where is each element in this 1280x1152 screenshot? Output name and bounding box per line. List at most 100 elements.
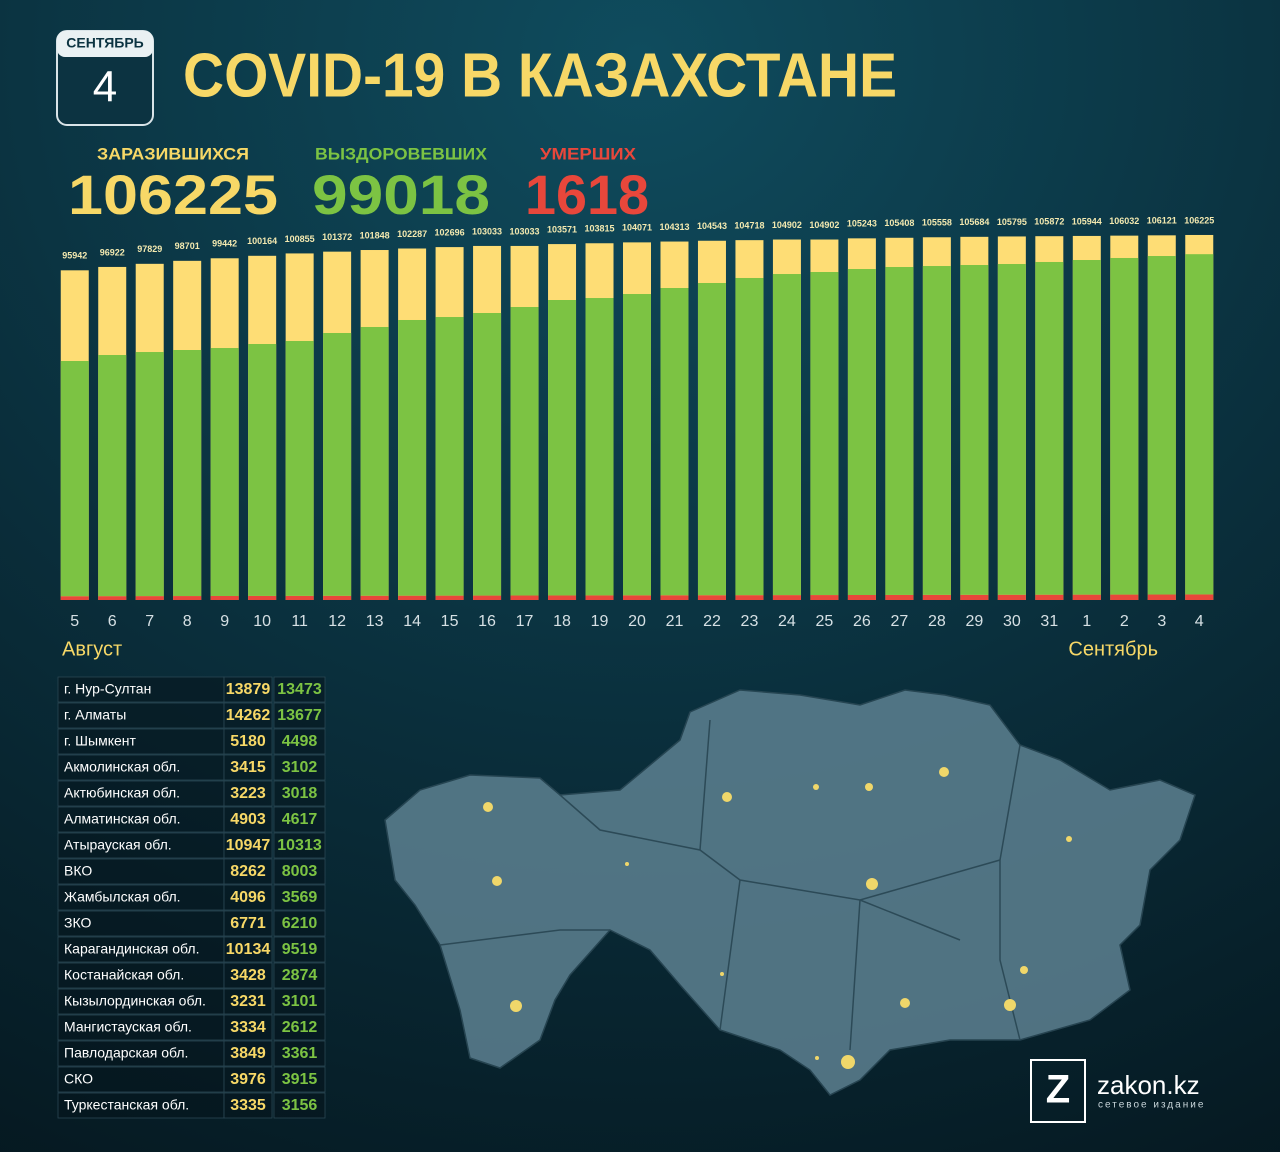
table-cell (57, 858, 225, 885)
bar-value-label: 103571 (547, 224, 577, 234)
bar-segment (435, 317, 464, 596)
table-cell (273, 806, 326, 833)
bar-segment (810, 271, 839, 596)
bar-segment (885, 267, 914, 595)
x-tick-label: 23 (741, 613, 759, 630)
bar-segment (435, 595, 464, 600)
bar-segment (847, 269, 876, 595)
bar-segment (173, 350, 202, 597)
bar-segment (997, 594, 1026, 600)
bar-value-label: 106225 (1184, 215, 1214, 225)
bar-segment (772, 274, 801, 596)
table-cell (223, 754, 273, 781)
bar-segment (997, 264, 1026, 595)
bar-segment (135, 352, 164, 597)
table-cell (57, 1092, 225, 1119)
city-dot (722, 792, 732, 802)
city-dot (1020, 966, 1028, 974)
bar-segment (585, 298, 614, 596)
bar-segment (847, 594, 876, 600)
bar-segment (1110, 257, 1139, 595)
table-cell (57, 780, 225, 807)
x-tick-label: 6 (108, 613, 117, 630)
table-cell (223, 832, 273, 859)
table-cell (273, 754, 326, 781)
city-dot (625, 862, 629, 866)
table-cell (273, 1040, 326, 1067)
bar-segment (735, 595, 764, 600)
bar-segment (98, 354, 127, 597)
bar-segment (135, 596, 164, 600)
x-tick-label: 3 (1157, 613, 1166, 630)
city-dot (900, 998, 910, 1008)
map-country (384, 689, 1196, 1096)
x-tick-label: 12 (328, 613, 346, 630)
city-dot (866, 878, 878, 890)
bar-value-label: 106121 (1147, 216, 1177, 226)
table-cell (273, 910, 326, 937)
table-number: 3415 (230, 759, 266, 776)
bar-segment (398, 319, 427, 596)
table-cell (223, 988, 273, 1015)
bar-value-label: 105684 (959, 217, 989, 227)
stat-value: 1618 (525, 163, 649, 226)
bar-value-label: 104902 (772, 220, 802, 230)
table-number: 13879 (226, 681, 271, 698)
table-cell (223, 936, 273, 963)
bar-value-label: 96922 (100, 247, 125, 257)
x-tick-label: 21 (666, 613, 684, 630)
table-cell (273, 702, 326, 729)
table-number: 3849 (230, 1045, 266, 1062)
bar-value-label: 103815 (584, 224, 614, 234)
table-cell (223, 728, 273, 755)
x-tick-label: 5 (70, 613, 79, 630)
bar-value-label: 104718 (734, 221, 764, 231)
table-number: 3101 (282, 993, 318, 1010)
bar-segment (922, 594, 951, 600)
table-region: ЗКО (64, 915, 91, 931)
x-tick-label: 31 (1040, 613, 1058, 630)
table-cell (57, 962, 225, 989)
table-region: Кызылординская обл. (64, 993, 206, 1009)
bar-value-label: 104313 (659, 222, 689, 232)
table-cell (273, 1014, 326, 1041)
table-cell (273, 988, 326, 1015)
bar-segment (1035, 261, 1064, 595)
table-cell (273, 962, 326, 989)
x-tick-label: 14 (403, 613, 421, 630)
city-dot (841, 1055, 855, 1069)
x-tick-label: 10 (253, 613, 271, 630)
table-number: 6210 (282, 915, 318, 932)
table-cell (223, 1092, 273, 1119)
city-dot (1066, 836, 1072, 842)
city-dot (510, 1000, 522, 1012)
table-number: 3976 (230, 1071, 266, 1088)
x-tick-label: 15 (441, 613, 459, 630)
table-region: Павлодарская обл. (64, 1045, 188, 1061)
bar-value-label: 104071 (622, 223, 652, 233)
city-dot (815, 1056, 819, 1060)
table-cell (223, 702, 273, 729)
table-number: 6771 (230, 915, 266, 932)
table-region: г. Шымкент (64, 733, 136, 749)
bar-segment (248, 344, 277, 596)
bar-segment (623, 595, 651, 600)
bar-value-label: 103033 (510, 226, 540, 236)
table-cell (57, 936, 225, 963)
table-number: 2612 (282, 1019, 318, 1036)
table-number: 10313 (277, 837, 322, 854)
table-cell (223, 780, 273, 807)
table-cell (273, 676, 326, 703)
x-tick-label: 20 (628, 613, 646, 630)
bar-segment (660, 595, 689, 600)
table-region: СКО (64, 1071, 93, 1087)
bar-segment (735, 277, 764, 596)
bar-segment (1147, 594, 1176, 600)
table-number: 10947 (226, 837, 271, 854)
table-cell (223, 884, 273, 911)
bar-segment (548, 300, 577, 596)
bar-segment (98, 596, 127, 600)
table-number: 4096 (230, 889, 266, 906)
bar-value-label: 104543 (697, 221, 727, 231)
